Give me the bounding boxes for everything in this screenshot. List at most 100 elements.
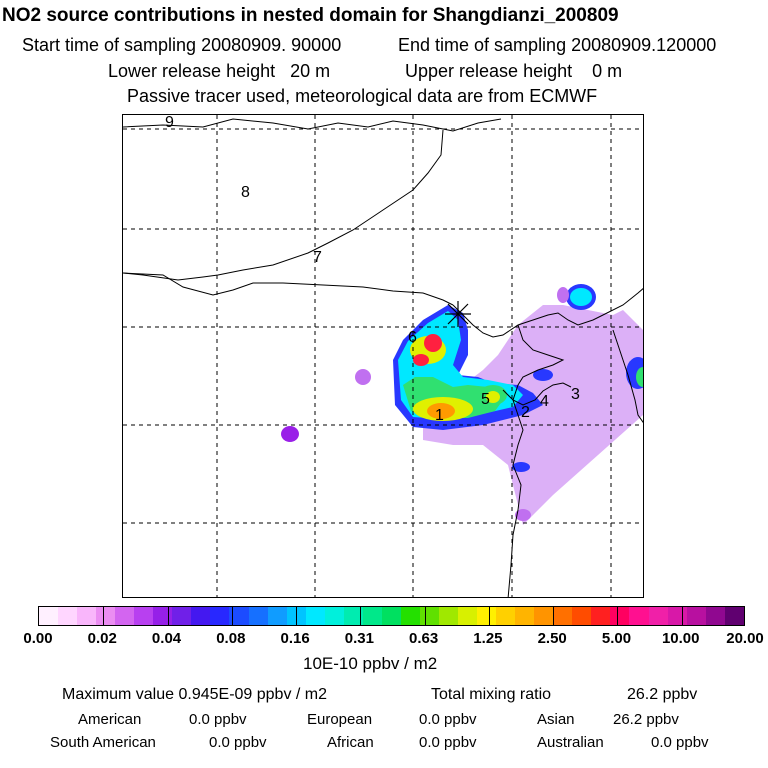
colorbar-segment [134,607,154,625]
colorbar-segment [267,607,287,625]
blob-west-purple [281,426,299,442]
map-svg: 1 2 3 4 5 6 7 8 9 [123,115,643,597]
max-value-label: Maximum value 0.945E-09 ppbv / m2 [62,686,328,703]
colorbar-tick-label: 0.63 [409,630,439,647]
region-value: 0.0 ppbv [419,734,477,751]
source-label-2: 2 [521,404,530,421]
colorbar-tick-label: 0.31 [344,630,374,647]
colorbar-segment [96,607,116,625]
total-mixing-label: Total mixing ratio [431,686,552,703]
colorbar-segment [686,607,706,625]
source-label-1: 1 [435,407,444,424]
colorbar-segment [229,607,249,625]
region-value: 0.0 ppbv [209,734,267,751]
coastline-eastern [612,329,643,424]
blob-dark-blue-east [533,369,553,381]
colorbar-segment [400,607,420,625]
plume-upper-red [424,334,442,352]
source-label-6: 6 [408,329,417,346]
colorbar-segment [648,607,668,625]
colorbar-divider [296,607,298,625]
coastline-bay [502,382,572,406]
source-labels: 1 2 3 4 5 6 7 8 9 [165,115,580,424]
map-panel: 1 2 3 4 5 6 7 8 9 [122,114,644,598]
colorbar-divider [553,607,555,625]
colorbar-segment [534,607,554,625]
colorbar-segment [438,607,459,625]
blob-south-blue [512,462,530,472]
source-label-3: 3 [571,386,580,403]
colorbar-segment [343,607,363,625]
colorbar-tick-label: 0.16 [280,630,310,647]
colorbar-divider [617,607,619,625]
colorbar-segment [153,607,173,625]
colorbar-divider [103,607,105,625]
colorbar-segment [324,607,344,625]
colorbar-divider [424,607,426,625]
blob-small-purple-2 [515,509,531,521]
plume-orange-core [427,403,455,419]
colorbar-tick-label: 0.04 [151,630,182,647]
colorbar-segment [496,607,516,625]
blob-east-edge-green [636,367,643,387]
region-name: Asian [537,711,575,728]
upper-release-label: Upper release height 0 m [405,61,623,81]
source-label-7: 7 [313,249,322,266]
blob-small-purple-1 [355,369,371,385]
colorbar-tick-label: 5.00 [601,630,632,647]
colorbar-segment [610,607,630,625]
colorbar-segment [191,607,211,625]
colorbar-segment [77,607,97,625]
colorbar-segment [724,607,744,625]
region-value: 26.2 ppbv [613,711,679,728]
colorbar-tick-label: 0.00 [23,630,53,647]
colorbar-segment [515,607,535,625]
plume-upper-red2 [413,354,429,366]
colorbar-divider [681,607,683,625]
lower-release-label: Lower release height 20 m [108,61,331,81]
colorbar-divider [231,607,233,625]
total-mixing-value: 26.2 ppbv [627,686,698,703]
region-value: 0.0 ppbv [651,734,709,751]
blob-northeast-cyan [570,288,592,306]
region-name: American [78,711,142,728]
plume-yellow-2 [486,391,500,403]
region-value: 0.0 ppbv [419,711,477,728]
colorbar-segment [381,607,401,625]
border-line-north [123,118,502,132]
start-time-label: Start time of sampling 20080909. 90000 [22,35,342,55]
plume-purple-outer [423,305,643,525]
colorbar-segment [553,607,573,625]
colorbar-tick-label: 0.02 [87,630,117,647]
boundaries [123,118,643,597]
source-label-9: 9 [165,115,174,131]
colorbar [38,606,745,626]
blob-small-purple-3 [557,287,569,303]
colorbar-segment [39,607,59,625]
colorbar-segment [210,607,230,625]
source-label-5: 5 [481,391,490,408]
colorbar-segment [667,607,687,625]
colorbar-segment [629,607,649,625]
region-value: 0.0 ppbv [189,711,247,728]
colorbar-segment [705,607,725,625]
colorbar-divider [488,607,490,625]
colorbar-segment [591,607,611,625]
colorbar-tick-label: 10.00 [661,630,700,647]
receptor-marker [445,301,471,327]
colorbar-segment [172,607,192,625]
colorbar-segment [248,607,268,625]
coastline [452,288,643,338]
tracer-note: Passive tracer used, meteorological data… [127,86,598,106]
colorbar-segment [115,607,135,625]
border-line-east [123,129,444,281]
region-name: European [307,711,373,728]
region-name: African [327,734,374,751]
colorbar-segment [362,607,382,625]
colorbar-tick-label: 20.00 [726,630,764,647]
colorbar-segment [458,607,478,625]
region-name: Australian [537,734,604,751]
colorbar-segment [419,607,439,625]
colorbar-divider [360,607,362,625]
end-time-label: End time of sampling 20080909.120000 [398,35,717,55]
